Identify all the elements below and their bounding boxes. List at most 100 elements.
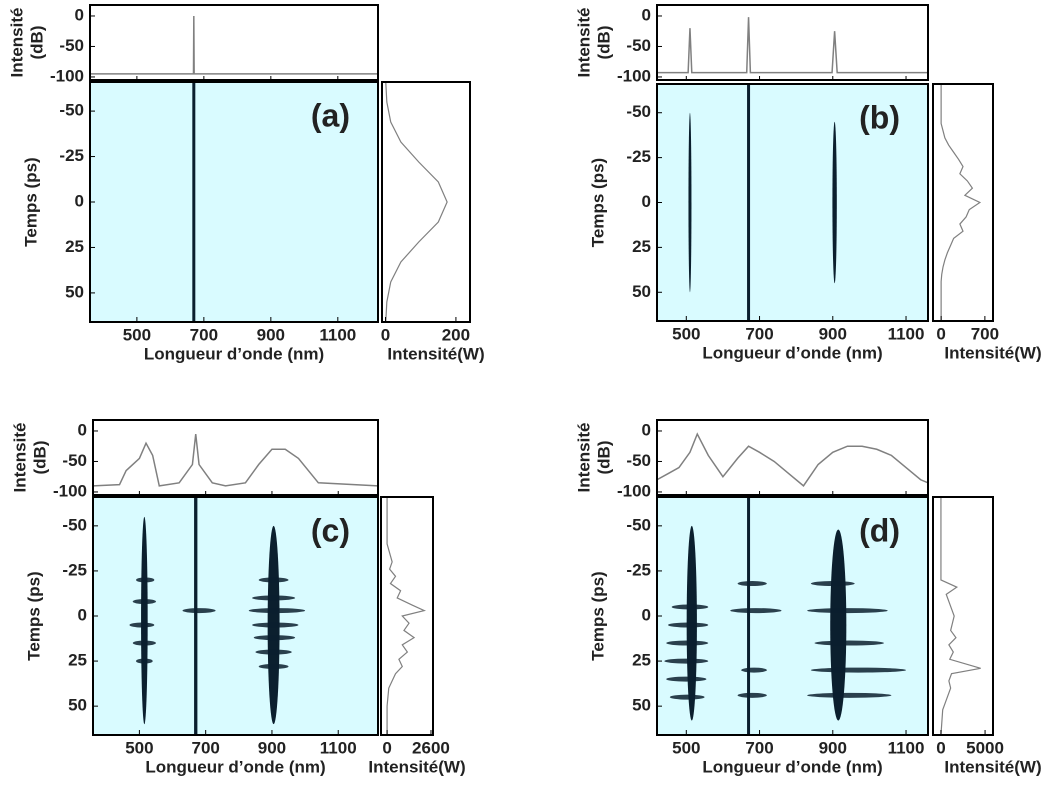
axes-frame bbox=[92, 419, 379, 496]
x-axis-label: Longueur d’onde (nm) bbox=[144, 344, 324, 363]
spectrogram-plot bbox=[129, 497, 306, 735]
x-tick-label: 0 bbox=[381, 325, 390, 344]
x-tick-label: 900 bbox=[819, 738, 847, 757]
x-tick-label: 700 bbox=[190, 325, 218, 344]
x-tick-label: 900 bbox=[819, 324, 847, 343]
y-axis-label: Temps (ps) bbox=[588, 571, 607, 660]
streak bbox=[192, 82, 196, 322]
temporal-bg bbox=[382, 82, 470, 322]
panel-label: (c) bbox=[311, 512, 350, 548]
y-tick-label: -50 bbox=[59, 101, 84, 120]
burst bbox=[737, 692, 767, 698]
y-tick-label: -50 bbox=[62, 515, 87, 534]
x-tick-label: 900 bbox=[258, 738, 286, 757]
axes-frame bbox=[89, 4, 379, 81]
y-axis-label: Temps (ps) bbox=[24, 571, 43, 660]
burst bbox=[136, 658, 153, 664]
y-axis-label: Intensité bbox=[574, 423, 593, 493]
temporal-bg bbox=[933, 84, 993, 321]
axes-frame bbox=[932, 83, 994, 322]
spectrum-bg bbox=[657, 5, 928, 80]
x-tick-label: 500 bbox=[672, 324, 700, 343]
y-axis-label: Intensité bbox=[10, 423, 29, 493]
y-tick-label: 50 bbox=[65, 282, 84, 301]
spectrogram-bg bbox=[657, 84, 928, 321]
temporal-bg bbox=[933, 497, 993, 735]
y-tick-label: 50 bbox=[68, 696, 87, 715]
axes-frame bbox=[656, 4, 929, 81]
panel-label: (b) bbox=[859, 99, 900, 135]
x-tick-label: 2600 bbox=[412, 738, 450, 757]
streak bbox=[830, 529, 847, 721]
y-tick-label: -100 bbox=[50, 66, 84, 85]
axes-frame bbox=[656, 419, 929, 496]
spectrum-plot bbox=[657, 432, 928, 487]
burst bbox=[807, 692, 892, 698]
x-tick-label: 700 bbox=[971, 324, 999, 343]
x-tick-label: 500 bbox=[125, 738, 153, 757]
spectrogram-plot bbox=[688, 84, 837, 321]
temporal-bg bbox=[381, 497, 433, 735]
burst bbox=[253, 635, 296, 641]
streak bbox=[832, 121, 837, 284]
spectrum-bg bbox=[657, 420, 928, 495]
y-tick-label: 0 bbox=[75, 5, 84, 24]
panel-label: (d) bbox=[859, 512, 900, 548]
streak bbox=[747, 497, 751, 735]
axes-frame bbox=[932, 496, 994, 736]
burst bbox=[182, 608, 216, 614]
streak bbox=[688, 112, 692, 293]
burst bbox=[248, 608, 306, 614]
x-axis-label: Intensité(W) bbox=[387, 344, 484, 363]
y-tick-label: 0 bbox=[78, 605, 87, 624]
y-axis-label: (dB) bbox=[30, 441, 49, 475]
spectrum-plot bbox=[90, 15, 378, 75]
burst bbox=[737, 581, 767, 587]
spectrum-line bbox=[90, 15, 378, 75]
x-tick-label: 700 bbox=[191, 738, 219, 757]
y-axis-label: (dB) bbox=[27, 26, 46, 60]
burst bbox=[666, 676, 707, 682]
x-tick-label: 200 bbox=[442, 325, 470, 344]
y-tick-label: -100 bbox=[617, 481, 651, 500]
x-axis-label: Intensité(W) bbox=[944, 757, 1041, 776]
x-tick-label: 900 bbox=[257, 325, 285, 344]
y-tick-label: 25 bbox=[632, 651, 651, 670]
burst bbox=[258, 577, 289, 583]
y-tick-label: 0 bbox=[642, 5, 651, 24]
x-tick-label: 500 bbox=[123, 325, 151, 344]
y-tick-label: -50 bbox=[626, 102, 651, 121]
burst bbox=[667, 622, 709, 628]
y-axis-label: Temps (ps) bbox=[21, 157, 40, 246]
burst bbox=[666, 640, 709, 646]
burst bbox=[252, 622, 299, 628]
temporal-line bbox=[940, 84, 982, 321]
axes-frame bbox=[381, 81, 471, 323]
x-axis-label: Longueur d’onde (nm) bbox=[702, 343, 882, 362]
y-tick-label: -50 bbox=[626, 451, 651, 470]
y-tick-label: 25 bbox=[632, 237, 651, 256]
burst bbox=[132, 599, 156, 605]
burst bbox=[136, 577, 155, 583]
x-tick-label: 5000 bbox=[966, 738, 1004, 757]
x-axis-label: Longueur d’onde (nm) bbox=[702, 757, 882, 776]
burst bbox=[671, 604, 709, 610]
burst bbox=[129, 622, 155, 628]
y-tick-label: -50 bbox=[59, 36, 84, 55]
y-tick-label: 25 bbox=[68, 651, 87, 670]
x-tick-label: 1100 bbox=[888, 738, 925, 757]
y-tick-label: 0 bbox=[642, 605, 651, 624]
y-tick-label: 0 bbox=[642, 420, 651, 439]
y-tick-label: -50 bbox=[626, 515, 651, 534]
x-tick-label: 0 bbox=[936, 738, 945, 757]
burst bbox=[252, 595, 296, 601]
spectrum-plot bbox=[657, 17, 928, 74]
y-tick-label: -25 bbox=[626, 560, 651, 579]
burst bbox=[669, 694, 705, 700]
streak bbox=[747, 84, 751, 321]
burst bbox=[255, 649, 292, 655]
temporal-plot bbox=[385, 82, 448, 322]
y-axis-label: (dB) bbox=[594, 26, 613, 60]
y-tick-label: -25 bbox=[626, 147, 651, 166]
